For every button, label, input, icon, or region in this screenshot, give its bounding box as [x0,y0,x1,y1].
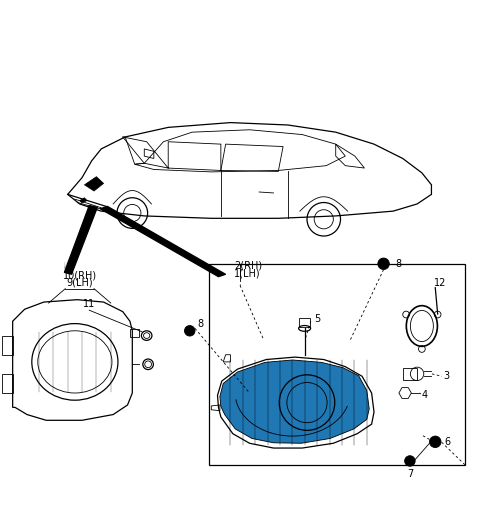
Polygon shape [220,360,369,443]
Polygon shape [100,206,226,277]
Text: 6: 6 [445,437,451,447]
Text: 3: 3 [444,371,450,381]
Text: 2(RH): 2(RH) [234,261,262,271]
Circle shape [378,258,389,269]
Polygon shape [80,198,87,203]
Text: 5: 5 [314,314,321,324]
Text: 12: 12 [434,278,446,288]
Text: 9(LH): 9(LH) [66,278,93,287]
Text: 8: 8 [197,319,203,328]
Text: 10(RH): 10(RH) [62,270,97,281]
Text: 11: 11 [83,299,96,309]
Circle shape [430,436,441,448]
Text: 1(LH): 1(LH) [234,268,261,278]
Polygon shape [84,177,104,191]
Circle shape [184,325,195,336]
Polygon shape [64,206,97,275]
Text: 8: 8 [396,259,402,269]
Text: 4: 4 [422,391,428,400]
Text: 7: 7 [407,469,413,479]
Circle shape [405,456,415,466]
